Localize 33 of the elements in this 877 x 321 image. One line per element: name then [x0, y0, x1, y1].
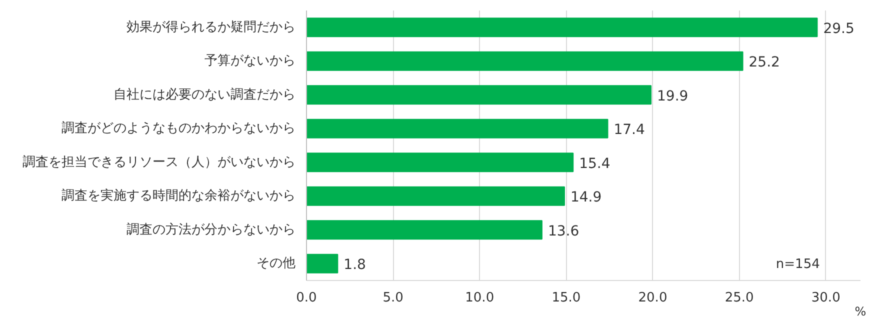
bar — [306, 85, 652, 105]
y-tick-label: その他 — [256, 256, 296, 272]
y-tick-label: 予算がないから — [204, 54, 296, 69]
data-label: 29.5 — [823, 20, 854, 37]
x-tick-label: 15.0 — [552, 290, 581, 306]
x-tick-label: 25.0 — [724, 290, 754, 306]
bar — [306, 220, 542, 240]
y-tick-label: 調査を担当できるリソース（人）がいないから — [22, 154, 296, 170]
bar — [306, 152, 574, 172]
data-label: 17.4 — [614, 122, 645, 138]
data-label: 15.4 — [579, 156, 610, 172]
x-tick-label: 20.0 — [638, 290, 668, 306]
data-label: 14.9 — [570, 190, 602, 206]
x-tick-label: 30.0 — [811, 290, 840, 306]
y-tick-label: 効果が得られるか疑問だから — [126, 20, 296, 35]
x-tick-label: 10.0 — [465, 290, 494, 306]
data-label: 25.2 — [748, 54, 780, 71]
bar — [306, 18, 818, 38]
annotation: n=154 — [776, 257, 820, 272]
bar — [306, 118, 608, 138]
x-axis-title: % — [854, 304, 866, 318]
y-tick-label: 調査がどのようなものかわからないから — [62, 121, 296, 136]
x-tick-label: 5.0 — [382, 290, 404, 306]
bar — [306, 186, 565, 206]
y-tick-label: 調査を実施する時間的な余裕がないから — [62, 188, 296, 204]
bar — [306, 51, 744, 71]
bar — [306, 254, 338, 274]
y-tick-label: 調査の方法が分からないから — [126, 221, 296, 238]
data-label: 19.9 — [657, 88, 688, 104]
data-label: 1.8 — [344, 257, 366, 274]
data-label: 13.6 — [548, 223, 580, 240]
x-tick-label: 0.0 — [296, 290, 317, 306]
y-tick-label: 自社には必要のない調査だから — [114, 87, 296, 102]
